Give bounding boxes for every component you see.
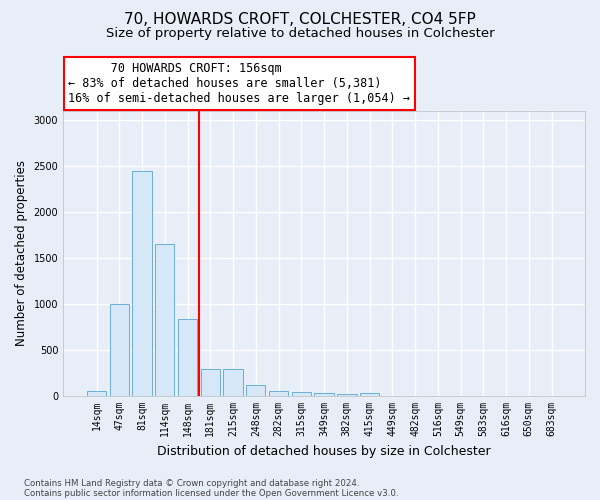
Text: 70 HOWARDS CROFT: 156sqm
← 83% of detached houses are smaller (5,381)
16% of sem: 70 HOWARDS CROFT: 156sqm ← 83% of detach… xyxy=(68,62,410,105)
Y-axis label: Number of detached properties: Number of detached properties xyxy=(15,160,28,346)
Text: Contains HM Land Registry data © Crown copyright and database right 2024.: Contains HM Land Registry data © Crown c… xyxy=(24,478,359,488)
Bar xyxy=(200,370,220,396)
X-axis label: Distribution of detached houses by size in Colchester: Distribution of detached houses by size … xyxy=(157,444,491,458)
Text: Size of property relative to detached houses in Colchester: Size of property relative to detached ho… xyxy=(106,28,494,40)
Bar xyxy=(133,170,152,396)
Bar xyxy=(246,384,265,396)
Bar xyxy=(155,244,175,396)
Bar xyxy=(292,392,311,396)
Bar xyxy=(223,370,243,396)
Text: 70, HOWARDS CROFT, COLCHESTER, CO4 5FP: 70, HOWARDS CROFT, COLCHESTER, CO4 5FP xyxy=(124,12,476,28)
Bar xyxy=(337,394,356,396)
Bar xyxy=(178,318,197,396)
Bar xyxy=(314,394,334,396)
Bar xyxy=(110,304,129,396)
Bar xyxy=(269,391,288,396)
Bar xyxy=(360,394,379,396)
Text: Contains public sector information licensed under the Open Government Licence v3: Contains public sector information licen… xyxy=(24,488,398,498)
Bar xyxy=(87,391,106,396)
